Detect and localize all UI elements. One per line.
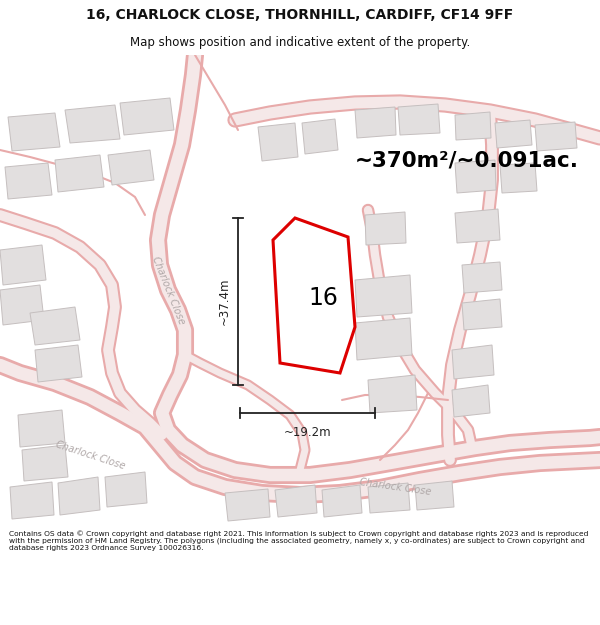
Text: ~19.2m: ~19.2m bbox=[284, 426, 331, 439]
Text: ~370m²/~0.091ac.: ~370m²/~0.091ac. bbox=[355, 150, 579, 170]
Polygon shape bbox=[18, 410, 65, 447]
Text: Contains OS data © Crown copyright and database right 2021. This information is : Contains OS data © Crown copyright and d… bbox=[9, 530, 589, 551]
Polygon shape bbox=[398, 104, 440, 135]
Polygon shape bbox=[55, 155, 104, 192]
Polygon shape bbox=[58, 477, 100, 515]
Polygon shape bbox=[462, 299, 502, 330]
Polygon shape bbox=[455, 209, 500, 243]
Polygon shape bbox=[452, 345, 494, 379]
Polygon shape bbox=[22, 445, 68, 481]
Text: 16, CHARLOCK CLOSE, THORNHILL, CARDIFF, CF14 9FF: 16, CHARLOCK CLOSE, THORNHILL, CARDIFF, … bbox=[86, 8, 514, 22]
Polygon shape bbox=[368, 375, 417, 413]
Text: ~37.4m: ~37.4m bbox=[218, 278, 230, 325]
Polygon shape bbox=[495, 120, 532, 148]
Polygon shape bbox=[120, 98, 174, 135]
Polygon shape bbox=[415, 481, 454, 510]
Polygon shape bbox=[455, 112, 491, 140]
Polygon shape bbox=[108, 150, 154, 185]
Polygon shape bbox=[452, 385, 490, 417]
Polygon shape bbox=[30, 307, 80, 345]
Polygon shape bbox=[0, 245, 46, 285]
Polygon shape bbox=[65, 105, 120, 143]
Text: Charlock Close: Charlock Close bbox=[150, 254, 186, 326]
Polygon shape bbox=[275, 485, 317, 517]
Polygon shape bbox=[105, 472, 147, 507]
Polygon shape bbox=[322, 485, 362, 517]
Polygon shape bbox=[225, 489, 270, 521]
Polygon shape bbox=[258, 123, 298, 161]
Polygon shape bbox=[462, 262, 502, 293]
Polygon shape bbox=[365, 212, 406, 245]
Polygon shape bbox=[535, 122, 577, 151]
Polygon shape bbox=[355, 107, 396, 138]
Polygon shape bbox=[8, 113, 60, 151]
Polygon shape bbox=[302, 119, 338, 154]
Text: Charlock Close: Charlock Close bbox=[358, 477, 431, 497]
Polygon shape bbox=[368, 483, 410, 513]
Polygon shape bbox=[10, 482, 54, 519]
Polygon shape bbox=[355, 318, 412, 360]
Polygon shape bbox=[355, 275, 412, 317]
Polygon shape bbox=[0, 285, 44, 325]
Text: 16: 16 bbox=[308, 286, 338, 310]
Polygon shape bbox=[5, 163, 52, 199]
Polygon shape bbox=[500, 163, 537, 193]
Text: Map shows position and indicative extent of the property.: Map shows position and indicative extent… bbox=[130, 36, 470, 49]
Polygon shape bbox=[455, 160, 496, 193]
Polygon shape bbox=[273, 218, 355, 373]
Polygon shape bbox=[35, 345, 82, 382]
Text: Charlock Close: Charlock Close bbox=[54, 439, 126, 471]
